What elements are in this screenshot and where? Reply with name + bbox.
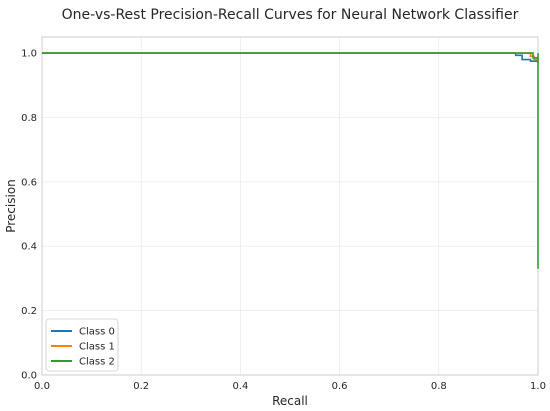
x-tick-label: 0.0 xyxy=(34,381,50,392)
x-tick-label: 0.2 xyxy=(133,381,149,392)
x-tick-label: 0.6 xyxy=(332,381,348,392)
x-tick-label: 0.8 xyxy=(431,381,447,392)
legend: Class 0 Class 1 Class 2 xyxy=(45,318,119,372)
tick-labels: 0.0 0.2 0.4 0.6 0.8 1.0 0.0 0.2 0.4 0.6 0.8 1.0 xyxy=(21,49,546,392)
y-tick-label: 0.6 xyxy=(21,177,37,188)
y-tick-label: 0.4 xyxy=(21,242,37,253)
curve-class-2 xyxy=(42,52,539,269)
x-tick-label: 1.0 xyxy=(530,381,546,392)
curves xyxy=(42,52,539,269)
y-axis-label: Precision xyxy=(4,179,18,233)
y-tick-label: 0.2 xyxy=(21,306,37,317)
chart-title: One-vs-Rest Precision-Recall Curves for … xyxy=(62,7,519,23)
y-tick-label: 1.0 xyxy=(21,49,37,60)
y-tick-label: 0.8 xyxy=(21,113,37,124)
legend-label-class-1: Class 1 xyxy=(79,342,115,353)
curve-class-1 xyxy=(42,52,539,63)
legend-label-class-0: Class 0 xyxy=(79,327,115,338)
curve-class-0 xyxy=(42,52,539,63)
x-axis-label: Recall xyxy=(272,394,308,408)
legend-label-class-2: Class 2 xyxy=(79,357,115,368)
x-tick-label: 0.4 xyxy=(232,381,248,392)
y-tick-label: 0.0 xyxy=(21,371,37,382)
